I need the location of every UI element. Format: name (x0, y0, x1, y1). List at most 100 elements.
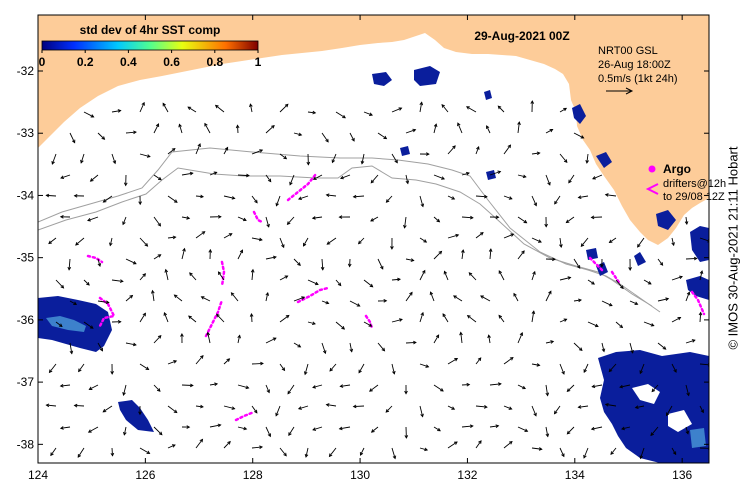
argo-legend: Argo drifters@12h to 29/08 12Z (645, 162, 726, 203)
current-vector (559, 107, 568, 113)
current-vector (419, 195, 425, 208)
current-vector (498, 270, 505, 281)
current-vector (111, 109, 122, 113)
current-vector (73, 403, 85, 408)
current-vector (67, 258, 72, 271)
current-vector (139, 101, 145, 113)
current-vector (164, 268, 169, 281)
current-vector (447, 358, 459, 365)
current-vector (110, 447, 115, 457)
current-vector (181, 247, 186, 260)
current-vector (311, 216, 323, 220)
current-vector (489, 215, 500, 219)
current-vector (391, 363, 396, 375)
current-vector (601, 342, 606, 353)
current-vector (360, 153, 365, 165)
current-vectors (45, 100, 709, 460)
current-vector (304, 447, 309, 458)
current-vector (223, 233, 233, 239)
current-vector (328, 447, 337, 458)
current-vector (80, 153, 85, 164)
current-vector (447, 145, 456, 155)
current-vector (335, 111, 346, 119)
current-vector (573, 258, 581, 269)
current-vector (531, 447, 543, 451)
current-vector (331, 153, 337, 164)
current-vector (580, 237, 589, 248)
current-vector (97, 342, 103, 352)
current-vector (195, 438, 204, 449)
current-vector (377, 342, 386, 352)
current-vector (577, 195, 589, 199)
current-vector (433, 384, 444, 392)
current-vector (279, 363, 286, 372)
current-vector (405, 258, 415, 262)
current-vector (608, 363, 617, 373)
current-vector (111, 153, 117, 165)
current-vector (671, 237, 675, 247)
current-vector (352, 404, 365, 409)
current-vector (363, 111, 373, 116)
current-vector (447, 405, 456, 410)
colorbar-gradient (41, 40, 259, 51)
current-vector (265, 337, 277, 344)
current-vector (208, 248, 213, 260)
x-tick-label: 128 (243, 468, 263, 482)
current-vector (385, 195, 393, 203)
current-vector (349, 300, 361, 307)
current-vector (531, 270, 536, 281)
current-vector (699, 270, 704, 281)
current-vector (531, 310, 536, 323)
current-vector (699, 405, 704, 414)
current-vector (545, 174, 551, 186)
current-vector (517, 426, 529, 432)
current-vector (513, 292, 519, 302)
current-vector (363, 279, 374, 288)
current-vector (457, 122, 463, 134)
current-vector (102, 195, 113, 203)
current-vector (639, 447, 645, 460)
current-vector (69, 342, 74, 355)
current-vector (349, 132, 355, 142)
current-vector (503, 233, 515, 239)
current-vector (279, 237, 285, 249)
current-vector (237, 384, 250, 390)
current-vector (587, 321, 599, 328)
current-vector (87, 216, 99, 222)
current-vector (685, 384, 690, 397)
current-vector (363, 321, 373, 327)
current-vector (97, 258, 102, 268)
current-vector (685, 256, 698, 261)
current-vector (565, 216, 575, 224)
current-vector (335, 321, 346, 330)
current-vector (265, 426, 272, 438)
current-vector (195, 194, 205, 199)
y-tick-label: -32 (17, 64, 35, 78)
current-vector (545, 290, 552, 302)
current-vector (619, 384, 631, 389)
current-vector (78, 363, 85, 373)
current-vector (559, 318, 568, 323)
current-vector (517, 384, 527, 390)
current-vector (188, 315, 197, 323)
current-vector (181, 171, 194, 176)
current-vector (391, 107, 403, 113)
current-vector (153, 216, 162, 227)
current-vector (83, 111, 95, 118)
current-vector (503, 195, 513, 200)
current-vector (235, 124, 240, 134)
current-vector (279, 314, 290, 323)
current-vector (503, 440, 513, 449)
current-vector (139, 312, 146, 323)
current-vector (123, 426, 127, 436)
current-vector (639, 363, 645, 375)
current-vector (468, 272, 477, 281)
colorbar-tick-label: 1 (255, 55, 262, 69)
current-vector (48, 363, 57, 374)
current-vector (685, 291, 691, 302)
current-vector (55, 321, 63, 328)
current-vector (488, 248, 493, 260)
current-vector (475, 405, 488, 409)
current-vector (293, 132, 303, 137)
current-vector (352, 194, 365, 199)
